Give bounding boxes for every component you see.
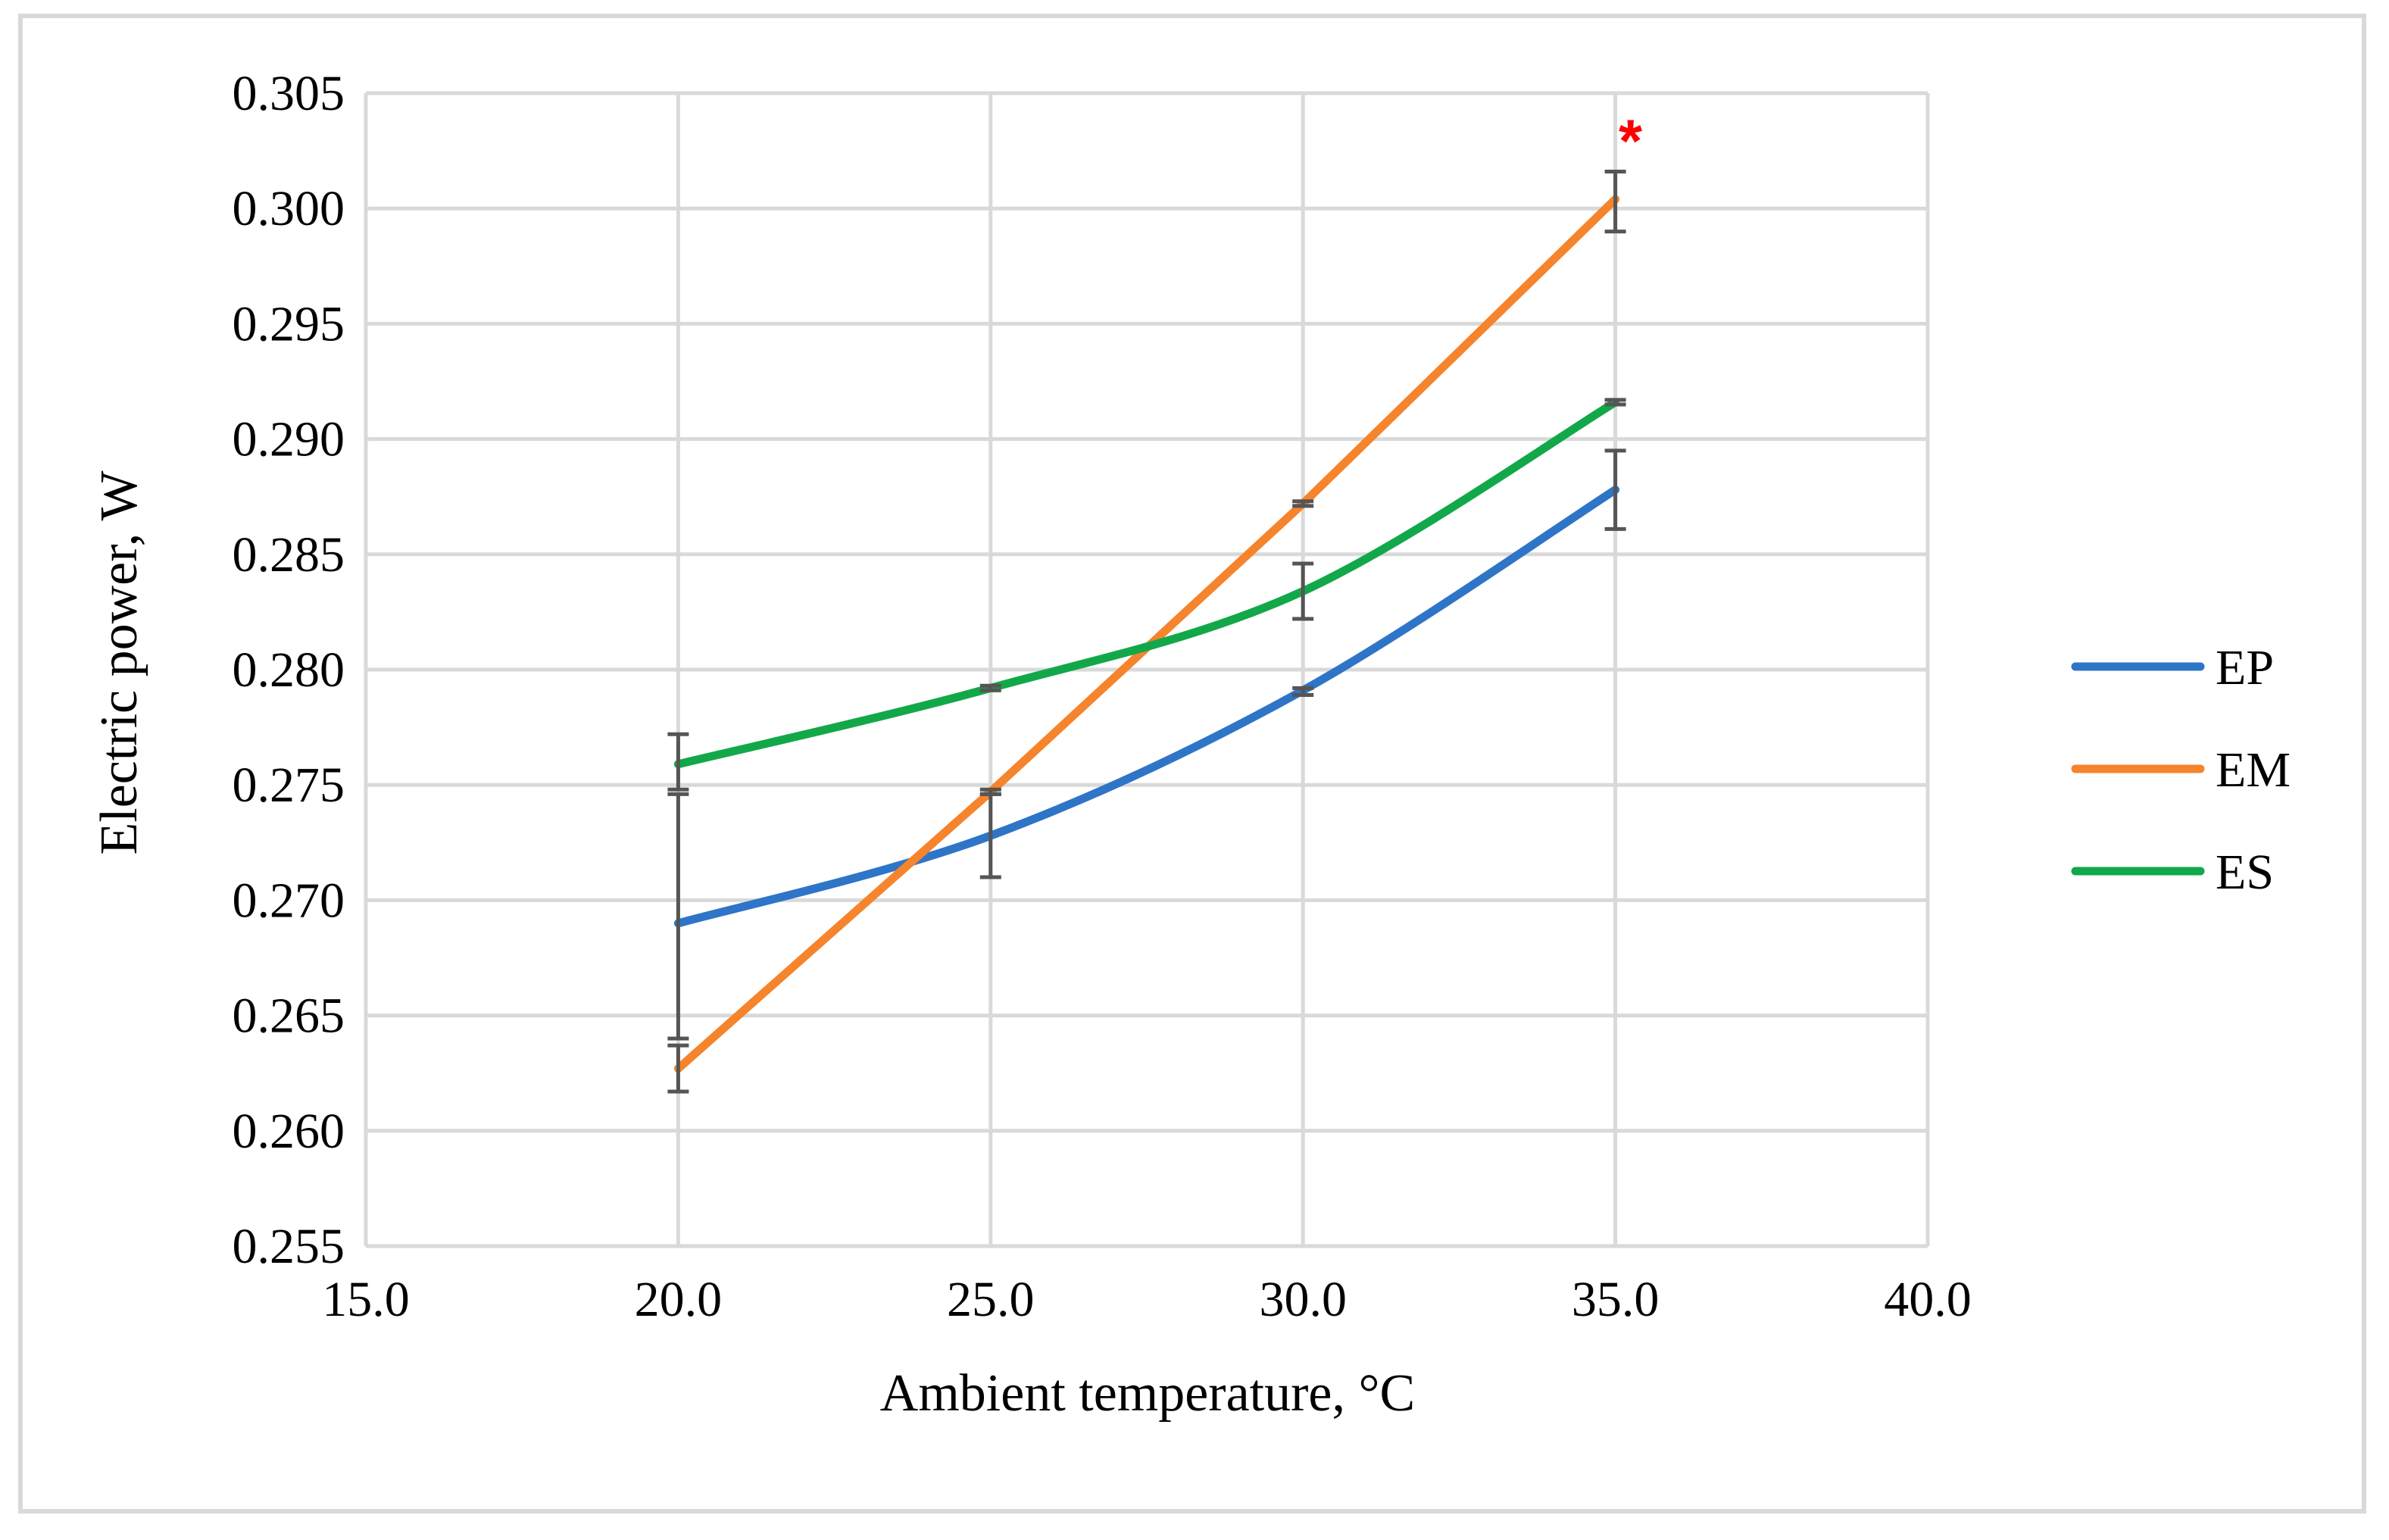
series-layer bbox=[673, 195, 1620, 1073]
grid-layer bbox=[364, 91, 1930, 1248]
y-tick-label: 0.270 bbox=[233, 873, 345, 928]
tick-label-layer: 0.255 0.260 0.265 0.270 0.275 0.280 0.285 0.290… bbox=[233, 66, 1972, 1327]
y-tick-label: 0.255 bbox=[233, 1219, 345, 1274]
x-tick-label: 35.0 bbox=[1572, 1272, 1660, 1327]
y-tick-label: 0.285 bbox=[233, 527, 345, 583]
x-tick-label: 15.0 bbox=[322, 1272, 410, 1327]
series-line-ep bbox=[673, 486, 1620, 928]
legend: EP EM ES bbox=[2071, 640, 2291, 900]
error-bar-em bbox=[1604, 169, 1626, 234]
y-tick-label: 0.280 bbox=[233, 642, 345, 698]
error-bar-ep bbox=[667, 792, 689, 1041]
legend-label: EM bbox=[2216, 742, 2291, 798]
error-bar-layer bbox=[667, 169, 1626, 1094]
series-line-es bbox=[673, 398, 1620, 769]
chart-frame bbox=[18, 14, 2366, 1513]
legend-label: ES bbox=[2216, 845, 2274, 900]
error-bar-ep bbox=[1292, 686, 1314, 697]
y-tick-label: 0.260 bbox=[233, 1104, 345, 1159]
x-tick-label: 30.0 bbox=[1259, 1272, 1347, 1327]
series-line-em bbox=[673, 195, 1620, 1073]
y-tick-label: 0.290 bbox=[233, 412, 345, 467]
y-tick-label: 0.275 bbox=[233, 758, 345, 813]
annotation-layer: * bbox=[1619, 108, 1643, 175]
y-tick-label: 0.295 bbox=[233, 296, 345, 351]
legend-item-es: ES bbox=[2071, 845, 2274, 900]
error-bar-es bbox=[979, 683, 1001, 692]
error-bar-em bbox=[667, 1043, 689, 1094]
x-tick-label: 20.0 bbox=[635, 1272, 723, 1327]
error-bar-em bbox=[1292, 499, 1314, 508]
x-tick-label: 40.0 bbox=[1884, 1272, 1972, 1327]
error-bar-es bbox=[667, 732, 689, 792]
y-axis-title: Electric power, W bbox=[90, 470, 148, 854]
y-tick-label: 0.305 bbox=[233, 66, 345, 121]
y-tick-label: 0.265 bbox=[233, 989, 345, 1044]
x-tick-label: 25.0 bbox=[947, 1272, 1035, 1327]
error-bar-es bbox=[1604, 398, 1626, 407]
legend-label: EP bbox=[2216, 640, 2274, 695]
legend-item-em: EM bbox=[2071, 742, 2291, 798]
x-axis-title: Ambient temperature, °C bbox=[880, 1364, 1415, 1423]
legend-item-ep: EP bbox=[2071, 640, 2274, 695]
error-bar-em bbox=[979, 787, 1001, 796]
y-tick-label: 0.300 bbox=[233, 181, 345, 236]
error-bar-es bbox=[1292, 561, 1314, 621]
significance-marker: * bbox=[1619, 108, 1643, 175]
error-bar-ep bbox=[1604, 448, 1626, 531]
